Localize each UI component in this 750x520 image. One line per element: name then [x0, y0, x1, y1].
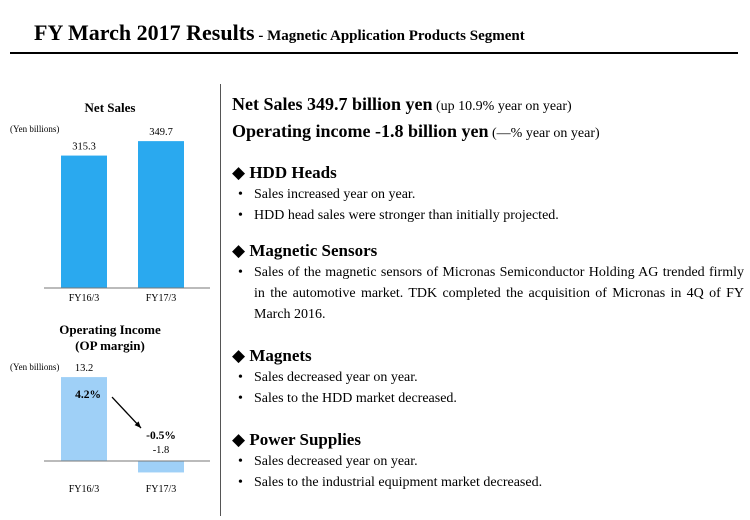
- bar: [138, 461, 184, 473]
- diamond-icon: ◆: [232, 346, 246, 365]
- chart-title: Net Sales: [85, 100, 136, 115]
- section-magnets: ◆ Magnets Sales decreased year on year. …: [232, 345, 744, 409]
- axis-unit-label: (Yen billions): [10, 124, 59, 134]
- data-label: 13.2: [75, 363, 93, 374]
- op-income-note: (—% year on year): [488, 126, 600, 141]
- bullet-item: Sales to the HDD market decreased.: [232, 388, 744, 409]
- diamond-icon: ◆: [232, 241, 246, 260]
- title-main: FY March 2017 Results: [34, 20, 255, 45]
- op-margin-label: -0.5%: [146, 430, 176, 442]
- charts-area: Net Sales (Yen billions) 315.3 FY16/3 349.7 F…: [10, 100, 210, 495]
- section-power-supplies: ◆ Power Supplies Sales decreased year on…: [232, 429, 744, 493]
- arrow-head-icon: [134, 421, 141, 428]
- vertical-divider: [220, 84, 221, 516]
- net-sales-headline: Net Sales 349.7 billion yen (up 10.9% ye…: [232, 92, 744, 119]
- results-panel: Net Sales 349.7 billion yen (up 10.9% ye…: [232, 92, 744, 493]
- bullet-item: HDD head sales were stronger than initia…: [232, 205, 744, 226]
- chart-title: (OP margin): [75, 338, 145, 353]
- title-subtitle: - Magnetic Application Products Segment: [254, 28, 525, 44]
- category-tick-label: FY17/3: [146, 293, 177, 304]
- category-tick-label: FY17/3: [146, 484, 177, 495]
- op-income-text: Operating income -1.8 billion yen: [232, 121, 489, 141]
- bar: [61, 155, 107, 288]
- data-label: 349.7: [149, 127, 173, 138]
- title-rule: [10, 52, 738, 54]
- chart-title: Operating Income: [59, 322, 161, 337]
- bullet-item: Sales increased year on year.: [232, 184, 744, 205]
- section-hdd-heads: ◆ HDD Heads Sales increased year on year…: [232, 162, 744, 226]
- section-title: ◆ Power Supplies: [232, 430, 361, 449]
- net-sales-note: (up 10.9% year on year): [432, 99, 572, 114]
- net-sales-text: Net Sales 349.7 billion yen: [232, 94, 433, 114]
- section-title: ◆ Magnetic Sensors: [232, 241, 378, 260]
- op-margin-label: 4.2%: [75, 389, 101, 401]
- page-title: FY March 2017 Results - Magnetic Applica…: [34, 20, 525, 46]
- data-label: 315.3: [72, 142, 96, 153]
- section-magnetic-sensors: ◆ Magnetic Sensors Sales of the magnetic…: [232, 240, 744, 325]
- bullet-item: Sales of the magnetic sensors of Microna…: [232, 262, 744, 325]
- section-title: ◆ HDD Heads: [232, 163, 337, 182]
- op-income-headline: Operating income -1.8 billion yen (—% ye…: [232, 119, 744, 146]
- category-tick-label: FY16/3: [69, 484, 100, 495]
- diamond-icon: ◆: [232, 163, 246, 182]
- bar: [138, 141, 184, 288]
- data-label: -1.8: [153, 445, 170, 456]
- bullet-item: Sales decreased year on year.: [232, 367, 744, 388]
- axis-unit-label: (Yen billions): [10, 362, 59, 372]
- category-tick-label: FY16/3: [69, 293, 100, 304]
- section-title: ◆ Magnets: [232, 346, 312, 365]
- bar: [61, 377, 107, 461]
- margin-arrow-line: [111, 396, 142, 429]
- diamond-icon: ◆: [232, 430, 246, 449]
- bullet-item: Sales decreased year on year.: [232, 451, 744, 472]
- bullet-item: Sales to the industrial equipment market…: [232, 472, 744, 493]
